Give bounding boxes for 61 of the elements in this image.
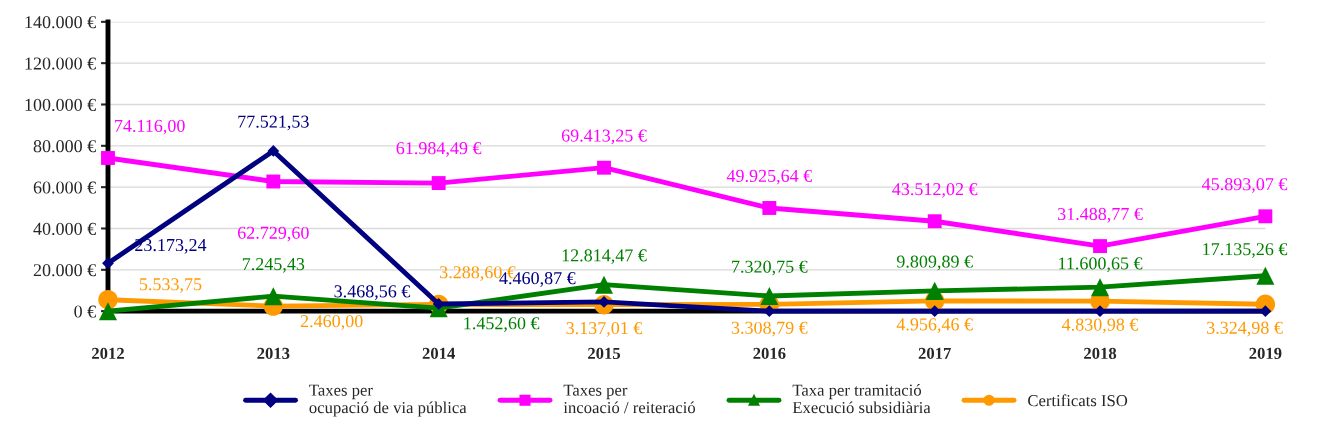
point xyxy=(267,145,280,157)
data-label: 77.521,53 xyxy=(238,115,309,131)
data-label: 5.533,75 xyxy=(139,278,202,293)
legend-label: Taxes per incoació / reiteració xyxy=(563,384,696,414)
point xyxy=(1258,209,1273,224)
data-label: 3.137,01 € xyxy=(566,322,643,337)
point xyxy=(431,176,446,190)
data-label: 3.468,56 € xyxy=(334,285,411,300)
y-tick-label: 120.000 € xyxy=(25,57,96,70)
y-tick-label: 100.000 € xyxy=(25,98,96,112)
data-label: 11.600,65 € xyxy=(1059,257,1143,273)
data-label: 1.452,60 € xyxy=(464,317,540,332)
data-label: 31.488,77 € xyxy=(1058,207,1143,223)
data-label: 62.729,60 xyxy=(237,226,309,242)
data-label: 2.460,00 xyxy=(300,315,363,330)
x-tick-label: 2016 xyxy=(753,347,786,359)
legend-label: Certificats ISO xyxy=(1028,394,1128,407)
data-label: 3.308,79 € xyxy=(731,321,808,337)
x-tick-label: 2018 xyxy=(1084,347,1117,359)
y-tick-label: 0 € xyxy=(74,305,96,318)
data-label: 74.116,00 xyxy=(115,119,185,135)
point xyxy=(1256,266,1275,285)
point xyxy=(925,281,944,300)
data-label: 4.830,98 € xyxy=(1062,318,1139,334)
point xyxy=(266,174,281,189)
point xyxy=(1093,239,1107,254)
y-tick-label: 60.000 € xyxy=(33,181,96,194)
x-tick-label: 2012 xyxy=(92,347,124,359)
data-label: 4.956,46 € xyxy=(896,318,973,334)
point xyxy=(760,287,779,306)
x-tick-label: 2014 xyxy=(422,347,456,359)
data-label: 61.984,49 € xyxy=(396,142,482,157)
y-tick-label: 80.000 € xyxy=(33,140,96,153)
point xyxy=(102,257,114,270)
point xyxy=(597,160,611,175)
point xyxy=(927,214,942,229)
x-tick-label: 2015 xyxy=(588,347,621,359)
data-label: 7.245,43 xyxy=(242,258,305,273)
y-tick-label: 20.000 € xyxy=(33,264,96,277)
data-label: 69.413,25 € xyxy=(561,129,647,145)
x-tick-label: 2013 xyxy=(257,347,290,359)
legend-label: Taxa per tramitació Execució subsidiària xyxy=(792,384,931,414)
data-label: 45.893,07 € xyxy=(1202,178,1288,193)
y-tick-label: 140.000 € xyxy=(25,16,96,29)
point xyxy=(98,302,118,321)
data-label: 43.512,02 € xyxy=(892,183,978,198)
legend-label: Taxes per ocupació de via pública xyxy=(309,384,467,417)
point xyxy=(264,287,283,306)
point xyxy=(101,151,115,165)
data-label: 7.320,75 € xyxy=(732,260,808,276)
data-label: 9.809,89 € xyxy=(896,255,973,271)
point xyxy=(762,201,777,215)
x-tick-label: 2017 xyxy=(918,347,951,359)
point xyxy=(594,275,614,294)
data-label: 49.925,64 € xyxy=(726,169,812,185)
data-label: 3.324,98 € xyxy=(1207,321,1283,337)
x-tick-label: 2019 xyxy=(1249,347,1282,359)
y-tick-label: 40.000 € xyxy=(33,222,96,236)
data-label: 12.814,47 € xyxy=(562,249,647,265)
data-label: 17.135,26 € xyxy=(1203,243,1288,258)
point xyxy=(1091,278,1110,297)
